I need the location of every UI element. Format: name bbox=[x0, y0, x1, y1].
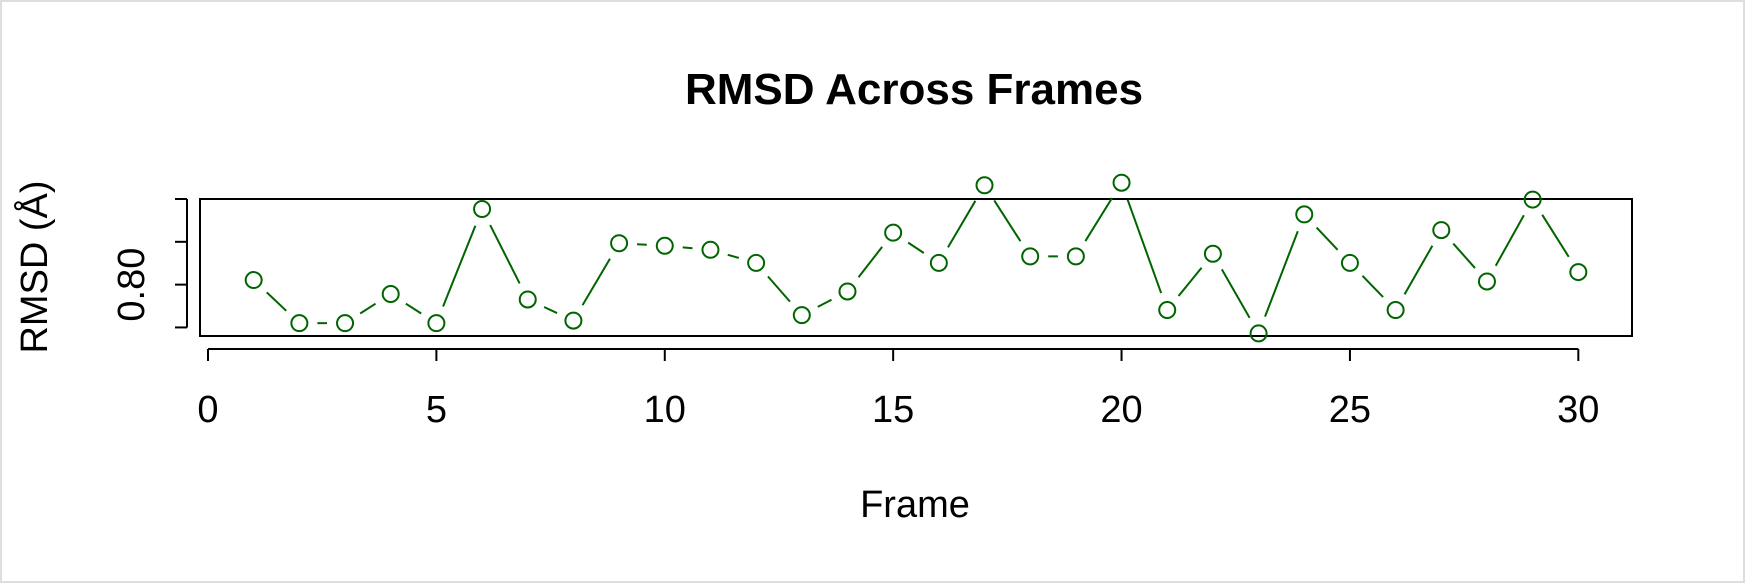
series-segment bbox=[359, 302, 377, 315]
data-point bbox=[1386, 301, 1405, 320]
series-segment bbox=[1177, 267, 1203, 297]
series-segment bbox=[1220, 268, 1251, 319]
data-point bbox=[473, 199, 492, 218]
y-axis-label: RMSD (Å) bbox=[12, 180, 56, 353]
series-segment bbox=[767, 275, 791, 303]
y-axis: 0.80 bbox=[111, 198, 188, 329]
series-segment bbox=[1264, 230, 1299, 317]
data-point bbox=[1066, 247, 1085, 266]
data-point bbox=[1523, 190, 1542, 209]
data-point bbox=[1158, 301, 1177, 320]
x-axis: 0 5 10 15 20 25 30 bbox=[197, 348, 1599, 431]
data-point bbox=[1203, 244, 1222, 263]
data-point bbox=[1340, 253, 1359, 272]
series-segment bbox=[1361, 275, 1384, 298]
y-tick-label: 0.80 bbox=[111, 248, 153, 322]
data-point bbox=[701, 240, 720, 259]
data-point bbox=[1021, 247, 1040, 266]
series-segment bbox=[1126, 199, 1163, 294]
x-tick-label: 20 bbox=[1100, 389, 1142, 431]
series-segment bbox=[1452, 242, 1476, 269]
series-segment bbox=[727, 253, 740, 259]
series-segment bbox=[907, 241, 925, 254]
data-point bbox=[1249, 324, 1268, 343]
data-point bbox=[1295, 205, 1314, 224]
data-point bbox=[1569, 263, 1588, 282]
series-segment bbox=[543, 306, 558, 314]
data-point bbox=[929, 253, 948, 272]
x-axis-label: Frame bbox=[860, 484, 970, 526]
data-point bbox=[610, 234, 629, 253]
series-segment bbox=[581, 258, 611, 306]
series-segment bbox=[682, 246, 693, 250]
data-point bbox=[518, 290, 537, 309]
series-layer bbox=[244, 173, 1588, 343]
series-segment bbox=[405, 302, 422, 315]
x-tick-label: 25 bbox=[1329, 389, 1371, 431]
series-segment bbox=[442, 225, 477, 307]
data-point bbox=[564, 311, 583, 330]
data-point bbox=[747, 253, 766, 272]
data-point bbox=[792, 306, 811, 325]
chart-title: RMSD Across Frames bbox=[685, 65, 1143, 114]
x-tick-label: 10 bbox=[644, 389, 686, 431]
series-segment bbox=[857, 246, 883, 278]
plot-area-box bbox=[199, 198, 1633, 337]
series-segment bbox=[1084, 197, 1113, 242]
series-segment bbox=[1315, 226, 1339, 251]
data-point bbox=[838, 282, 857, 301]
series-segment bbox=[947, 200, 977, 248]
data-point bbox=[1477, 272, 1496, 291]
data-point bbox=[244, 271, 263, 290]
series-segment bbox=[817, 298, 832, 308]
data-point bbox=[336, 314, 355, 333]
series-segment bbox=[1494, 214, 1525, 267]
data-point bbox=[427, 314, 446, 333]
series-segment bbox=[993, 199, 1022, 242]
data-point bbox=[381, 285, 400, 304]
x-tick-label: 0 bbox=[197, 389, 218, 431]
data-point bbox=[1432, 221, 1451, 240]
data-point bbox=[290, 314, 309, 333]
series-segment bbox=[266, 291, 287, 312]
x-tick-label: 30 bbox=[1557, 389, 1599, 431]
series-segment bbox=[1403, 245, 1434, 295]
series-segment bbox=[489, 224, 521, 284]
data-point bbox=[975, 176, 994, 195]
series-segment bbox=[637, 243, 647, 246]
series-segment bbox=[1541, 214, 1570, 258]
x-tick-label: 15 bbox=[872, 389, 914, 431]
x-tick-label: 5 bbox=[426, 389, 447, 431]
data-point bbox=[1112, 173, 1131, 192]
data-point bbox=[884, 223, 903, 242]
data-point bbox=[655, 236, 674, 255]
